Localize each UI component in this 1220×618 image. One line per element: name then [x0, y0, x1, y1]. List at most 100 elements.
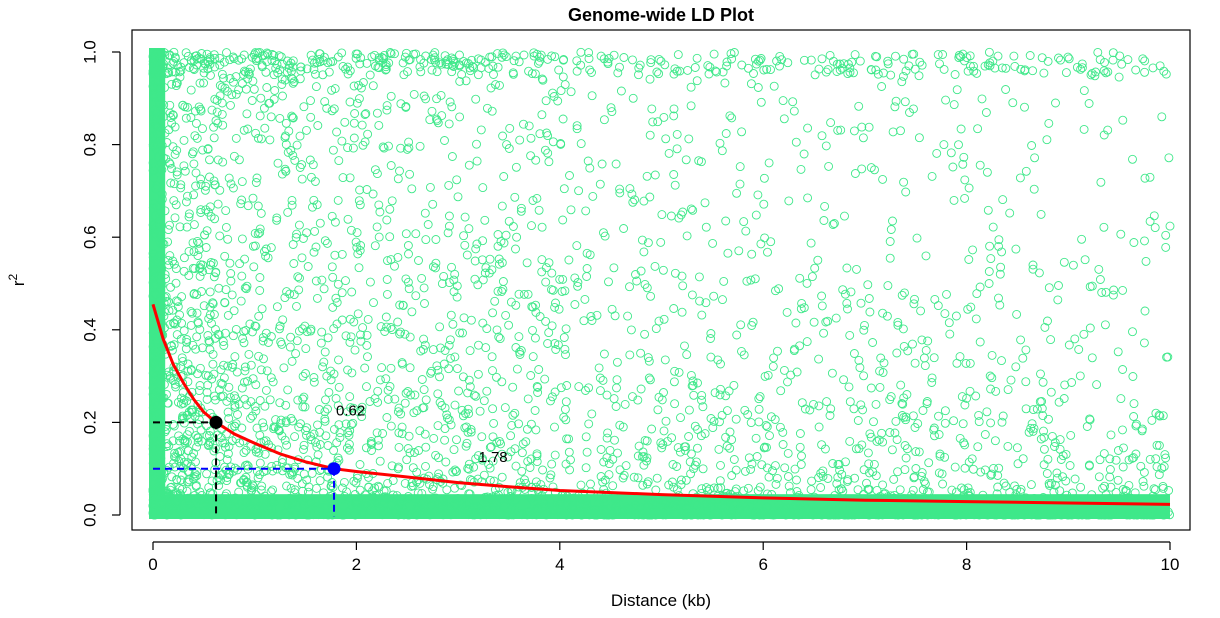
scatter-point [1011, 490, 1021, 500]
scatter-point [1139, 481, 1149, 491]
scatter-point [1090, 71, 1100, 81]
scatter-point [523, 289, 533, 299]
scatter-point [618, 473, 628, 483]
scatter-point [343, 143, 353, 153]
x-tick-label: 8 [962, 555, 971, 574]
scatter-point [395, 166, 404, 176]
scatter-point [689, 390, 699, 400]
scatter-point [262, 366, 272, 376]
scatter-point [360, 363, 370, 373]
scatter-point [353, 309, 363, 319]
scatter-point [292, 140, 302, 150]
scatter-point [318, 56, 328, 66]
scatter-point [553, 340, 563, 350]
scatter-point [505, 123, 515, 133]
scatter-point [782, 307, 792, 317]
scatter-point [467, 508, 477, 518]
scatter-point [341, 64, 351, 74]
scatter-point [250, 402, 260, 411]
scatter-point [814, 354, 824, 364]
scatter-point [411, 229, 421, 239]
scatter-point [1096, 177, 1106, 187]
scatter-point [654, 316, 664, 326]
scatter-point [324, 387, 334, 397]
scatter-point [901, 66, 911, 76]
scatter-point [690, 460, 700, 470]
scatter-point [796, 164, 806, 174]
scatter-point [464, 224, 474, 234]
scatter-point [727, 113, 737, 123]
scatter-point [508, 68, 518, 78]
scatter-point [721, 391, 731, 401]
scatter-point [532, 449, 542, 459]
scatter-point [193, 437, 203, 447]
scatter-point [183, 446, 193, 455]
scatter-point [154, 152, 164, 162]
scatter-point [344, 430, 354, 440]
scatter-point [564, 255, 574, 265]
scatter-point [205, 155, 214, 165]
scatter-point [409, 89, 419, 99]
scatter-point [530, 333, 540, 343]
scatter-point [555, 274, 565, 284]
scatter-point [368, 81, 378, 91]
scatter-point [493, 241, 503, 251]
scatter-point [216, 470, 226, 480]
scatter-point [374, 200, 384, 210]
scatter-point [254, 311, 264, 321]
scatter-point [799, 149, 809, 159]
scatter-point [1047, 431, 1057, 441]
scatter-point [312, 507, 321, 517]
scatter-point [1073, 509, 1083, 519]
scatter-point [735, 162, 745, 172]
scatter-point [1075, 371, 1085, 381]
scatter-point [1028, 260, 1038, 270]
scatter-point [891, 51, 900, 61]
scatter-point [386, 363, 396, 373]
scatter-point [452, 292, 462, 302]
scatter-point [170, 319, 180, 329]
scatter-point [236, 199, 246, 209]
scatter-point [398, 58, 408, 68]
scatter-point [482, 324, 492, 334]
scatter-point [870, 165, 879, 175]
scatter-point [722, 406, 732, 416]
scatter-point [331, 293, 341, 303]
scatter-point [203, 64, 213, 74]
scatter-point [224, 382, 234, 392]
scatter-point [835, 510, 845, 520]
scatter-point [194, 386, 204, 396]
scatter-point [338, 483, 347, 493]
scatter-point [397, 422, 407, 432]
scatter-point [935, 449, 945, 459]
scatter-point [369, 298, 378, 308]
scatter-point [839, 375, 849, 385]
scatter-point [990, 63, 1000, 73]
scatter-point [444, 364, 454, 374]
scatter-point [256, 365, 266, 375]
scatter-point [168, 376, 178, 385]
scatter-point [1028, 405, 1038, 415]
scatter-point [209, 272, 219, 282]
scatter-point [725, 443, 735, 453]
scatter-point [1076, 482, 1086, 492]
scatter-point [719, 276, 729, 286]
scatter-point [962, 393, 972, 403]
scatter-point [650, 261, 660, 271]
scatter-point [817, 301, 827, 311]
scatter-point [175, 489, 185, 499]
scatter-point [253, 133, 263, 143]
scatter-point [831, 510, 841, 520]
scatter-point [1111, 455, 1121, 465]
scatter-point [206, 260, 216, 270]
scatter-point [223, 361, 233, 371]
scatter-point [252, 423, 262, 433]
scatter-point [430, 48, 440, 58]
scatter-point [690, 421, 700, 431]
scatter-point [975, 282, 985, 292]
scatter-point [229, 151, 239, 161]
scatter-point [220, 510, 230, 520]
scatter-point [609, 50, 619, 60]
scatter-point [482, 103, 492, 113]
scatter-point [251, 178, 261, 187]
